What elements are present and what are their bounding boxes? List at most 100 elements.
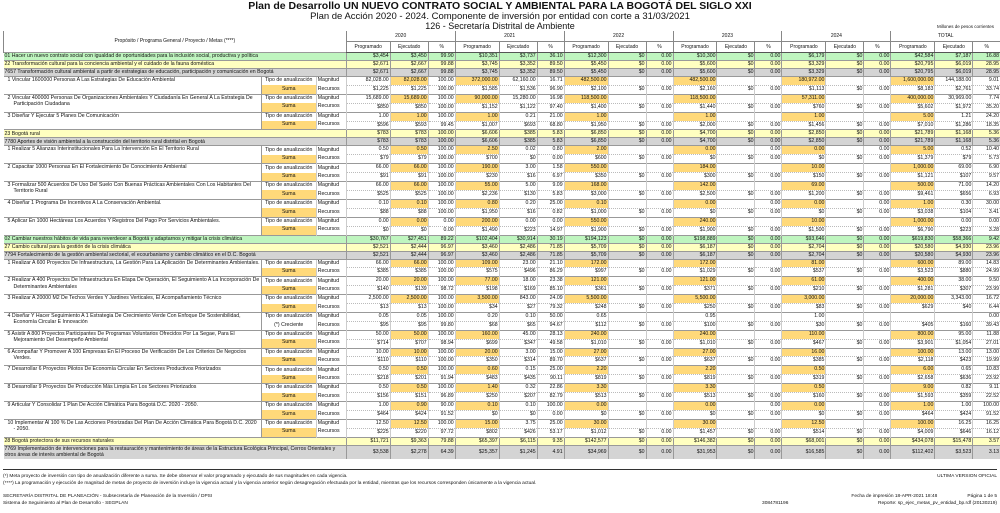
magnitud-value bbox=[607, 365, 647, 376]
value-cell: $3,450 bbox=[389, 52, 429, 61]
recursos-value: $693 bbox=[498, 121, 538, 131]
value-cell: 28.95 bbox=[972, 68, 1000, 77]
magnitud-value: 25.00 bbox=[536, 365, 565, 376]
recursos-value: 0.00 bbox=[863, 267, 891, 278]
value-cell: $5,600 bbox=[672, 60, 717, 69]
recursos-value: $5,602 bbox=[890, 103, 935, 113]
magnitud-value bbox=[607, 311, 647, 322]
recursos-value: 91.94 bbox=[427, 374, 456, 385]
meta-magnitud-row: 4 Diseñar 1 Programa De Incentivos A La … bbox=[3, 198, 1000, 218]
recursos-value: $0 bbox=[607, 356, 647, 367]
recursos-value: $2,160 bbox=[672, 85, 717, 95]
magnitud-value: 2.50 bbox=[454, 145, 500, 156]
value-cell: $30,914 bbox=[498, 234, 538, 243]
value-cell: 23.96 bbox=[972, 250, 1000, 259]
magnitud-value: 240.00 bbox=[672, 329, 717, 340]
value-cell: 0.00 bbox=[863, 52, 891, 61]
annualization-type-value: Suma bbox=[260, 303, 317, 313]
recursos-value: $385 bbox=[389, 267, 429, 278]
value-cell: $0 bbox=[716, 250, 755, 259]
recursos-value: 0.00 bbox=[754, 103, 782, 113]
value-cell: 5.83 bbox=[536, 137, 565, 146]
value-cell: $2,278 bbox=[389, 444, 429, 459]
recursos-value: $636 bbox=[934, 374, 973, 385]
magnitud-value: 0.20 bbox=[498, 198, 538, 209]
column-header: % bbox=[645, 41, 674, 53]
value-cell: 100.00 bbox=[427, 129, 456, 138]
magnitud-value bbox=[863, 216, 891, 227]
value-cell: 100.00 bbox=[427, 137, 456, 146]
recursos-value: $0 bbox=[389, 226, 429, 236]
value-cell: 0.00 bbox=[754, 68, 782, 77]
recursos-value: $319 bbox=[781, 374, 826, 385]
value-cell: $783 bbox=[345, 137, 391, 146]
entity-name: 126 - Secretaría Distrital de Ambiente bbox=[425, 21, 575, 31]
magnitud-value: 10.00 bbox=[345, 347, 391, 358]
recursos-value: $347 bbox=[498, 339, 538, 349]
annualization-type-value: (*) Creciente bbox=[260, 321, 317, 331]
value-cell: $783 bbox=[389, 137, 429, 146]
magnitud-value: 1.58 bbox=[536, 163, 565, 174]
value-cell: $0 bbox=[607, 250, 647, 259]
recursos-value: $646 bbox=[934, 428, 973, 438]
recursos-value: 0.00 bbox=[754, 410, 782, 420]
recursos-value: $0 bbox=[716, 267, 755, 278]
annualization-type-value: Suma bbox=[260, 103, 317, 113]
recursos-value: 6.44 bbox=[972, 303, 1000, 313]
magnitud-value bbox=[716, 111, 755, 122]
magnitud-label: Magnitud bbox=[315, 383, 347, 393]
recursos-value: $0 bbox=[825, 172, 864, 183]
magnitud-value: 0.10 bbox=[454, 401, 500, 411]
magnitud-value: 3,000.00 bbox=[781, 294, 826, 305]
magnitud-value: 0.20 bbox=[454, 311, 500, 322]
magnitud-value bbox=[825, 198, 864, 209]
magnitud-value: 0.00 bbox=[863, 198, 891, 209]
gray-row: 7657 Transformación cultural ambiental a… bbox=[3, 68, 1000, 77]
magnitud-value: 27.00 bbox=[672, 347, 717, 358]
recursos-label: Recursos bbox=[315, 374, 347, 384]
magnitud-label: Magnitud bbox=[315, 216, 347, 227]
recursos-value: 0.00 bbox=[645, 103, 674, 113]
value-cell: $6,606 bbox=[454, 129, 500, 138]
magnitud-label: Magnitud bbox=[315, 76, 347, 86]
value-cell: $0 bbox=[607, 68, 647, 77]
magnitud-value bbox=[716, 163, 755, 174]
magnitud-value: 1.40 bbox=[454, 383, 500, 394]
magnitud-label: Magnitud bbox=[315, 418, 347, 429]
value-cell: 0.00 bbox=[863, 60, 891, 69]
yellow-row: 28 Bogotá protectora de sus recursos nat… bbox=[3, 436, 1000, 446]
value-cell: $4,700 bbox=[672, 129, 717, 138]
recursos-value: $0 bbox=[825, 321, 864, 331]
value-cell: 0.00 bbox=[754, 436, 782, 446]
magnitud-value: 61.00 bbox=[781, 276, 826, 287]
value-cell: $4,930 bbox=[934, 250, 973, 259]
value-cell: $20,795 bbox=[890, 60, 935, 69]
magnitud-value bbox=[825, 216, 864, 227]
column-header: Programado bbox=[563, 41, 609, 53]
magnitud-value: 160.00 bbox=[454, 329, 500, 340]
value-cell: 9.35 bbox=[536, 436, 565, 446]
magnitud-value bbox=[607, 383, 647, 394]
recursos-value: $575 bbox=[454, 267, 500, 278]
recursos-value: 0.00 bbox=[645, 428, 674, 438]
recursos-value: $3,523 bbox=[890, 267, 935, 278]
magnitud-value: 2.20 bbox=[672, 365, 717, 376]
recursos-value: $4,009 bbox=[890, 428, 935, 438]
value-cell: $0 bbox=[716, 68, 755, 77]
recursos-value: $151 bbox=[389, 392, 429, 402]
recursos-value: 0.00 bbox=[427, 226, 456, 236]
recursos-value: $699 bbox=[454, 339, 500, 349]
value-cell: $65,397 bbox=[454, 436, 500, 446]
magnitud-value: 2,500.00 bbox=[389, 294, 429, 305]
recursos-value: $596 bbox=[345, 121, 391, 131]
meta-label: 8 Desarrollar 9 Proyectos De Producción … bbox=[3, 383, 262, 402]
magnitud-value: 100.00 bbox=[972, 401, 1000, 411]
annualization-type-value: Suma bbox=[260, 356, 317, 366]
magnitud-value: 30.00 bbox=[672, 418, 717, 429]
recursos-value: $0 bbox=[607, 267, 647, 278]
magnitud-value bbox=[863, 294, 891, 305]
magnitud-value: 3,500.00 bbox=[454, 294, 500, 305]
magnitud-value bbox=[607, 181, 647, 191]
recursos-value: 0.00 bbox=[754, 172, 782, 183]
recursos-value: $79 bbox=[389, 154, 429, 165]
